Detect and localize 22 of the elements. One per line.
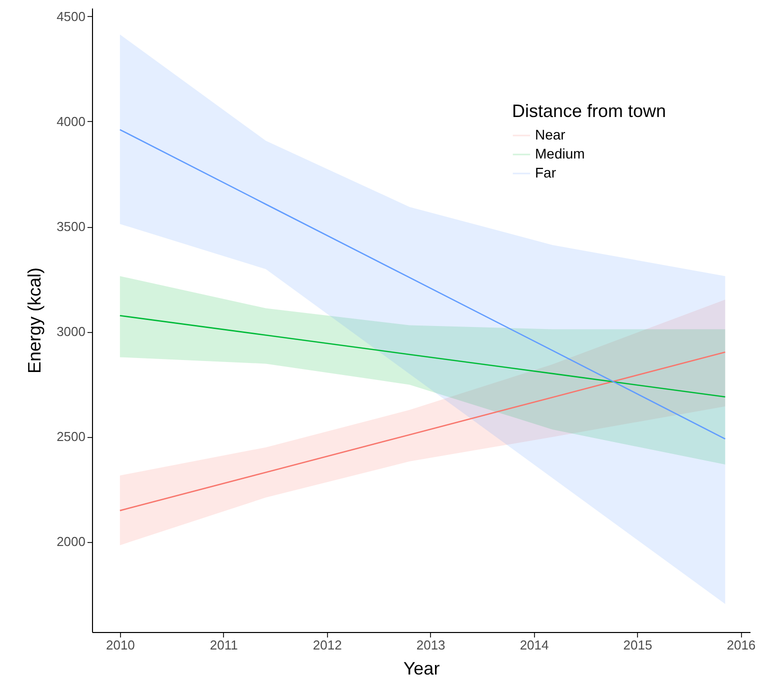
y-axis-title: Energy (kcal) <box>24 267 45 374</box>
legend-label: Medium <box>535 146 585 162</box>
x-tick-label: 2016 <box>726 638 756 652</box>
y-tick-label: 4000 <box>56 114 86 129</box>
y-tick-label: 2500 <box>56 429 86 444</box>
x-tick-label: 2015 <box>623 638 652 652</box>
legend-title: Distance from town <box>512 101 666 121</box>
line-series <box>119 129 726 440</box>
y-tick-label: 4500 <box>56 8 86 24</box>
x-tick-label: 2012 <box>312 638 342 652</box>
legend-label: Far <box>535 164 556 180</box>
x-tick-label: 2011 <box>210 638 238 652</box>
line-series <box>119 351 726 512</box>
line-series <box>119 314 726 398</box>
x-tick-label: 2010 <box>106 638 135 652</box>
y-tick-label: 3500 <box>56 219 86 234</box>
x-axis-title: Year <box>403 658 440 678</box>
x-tick-label: 2013 <box>416 638 446 652</box>
y-tick-label: 3000 <box>56 324 86 340</box>
legend-label: Near <box>535 126 566 142</box>
x-tick-label: 2014 <box>520 638 549 652</box>
y-tick-label: 2000 <box>56 534 86 550</box>
